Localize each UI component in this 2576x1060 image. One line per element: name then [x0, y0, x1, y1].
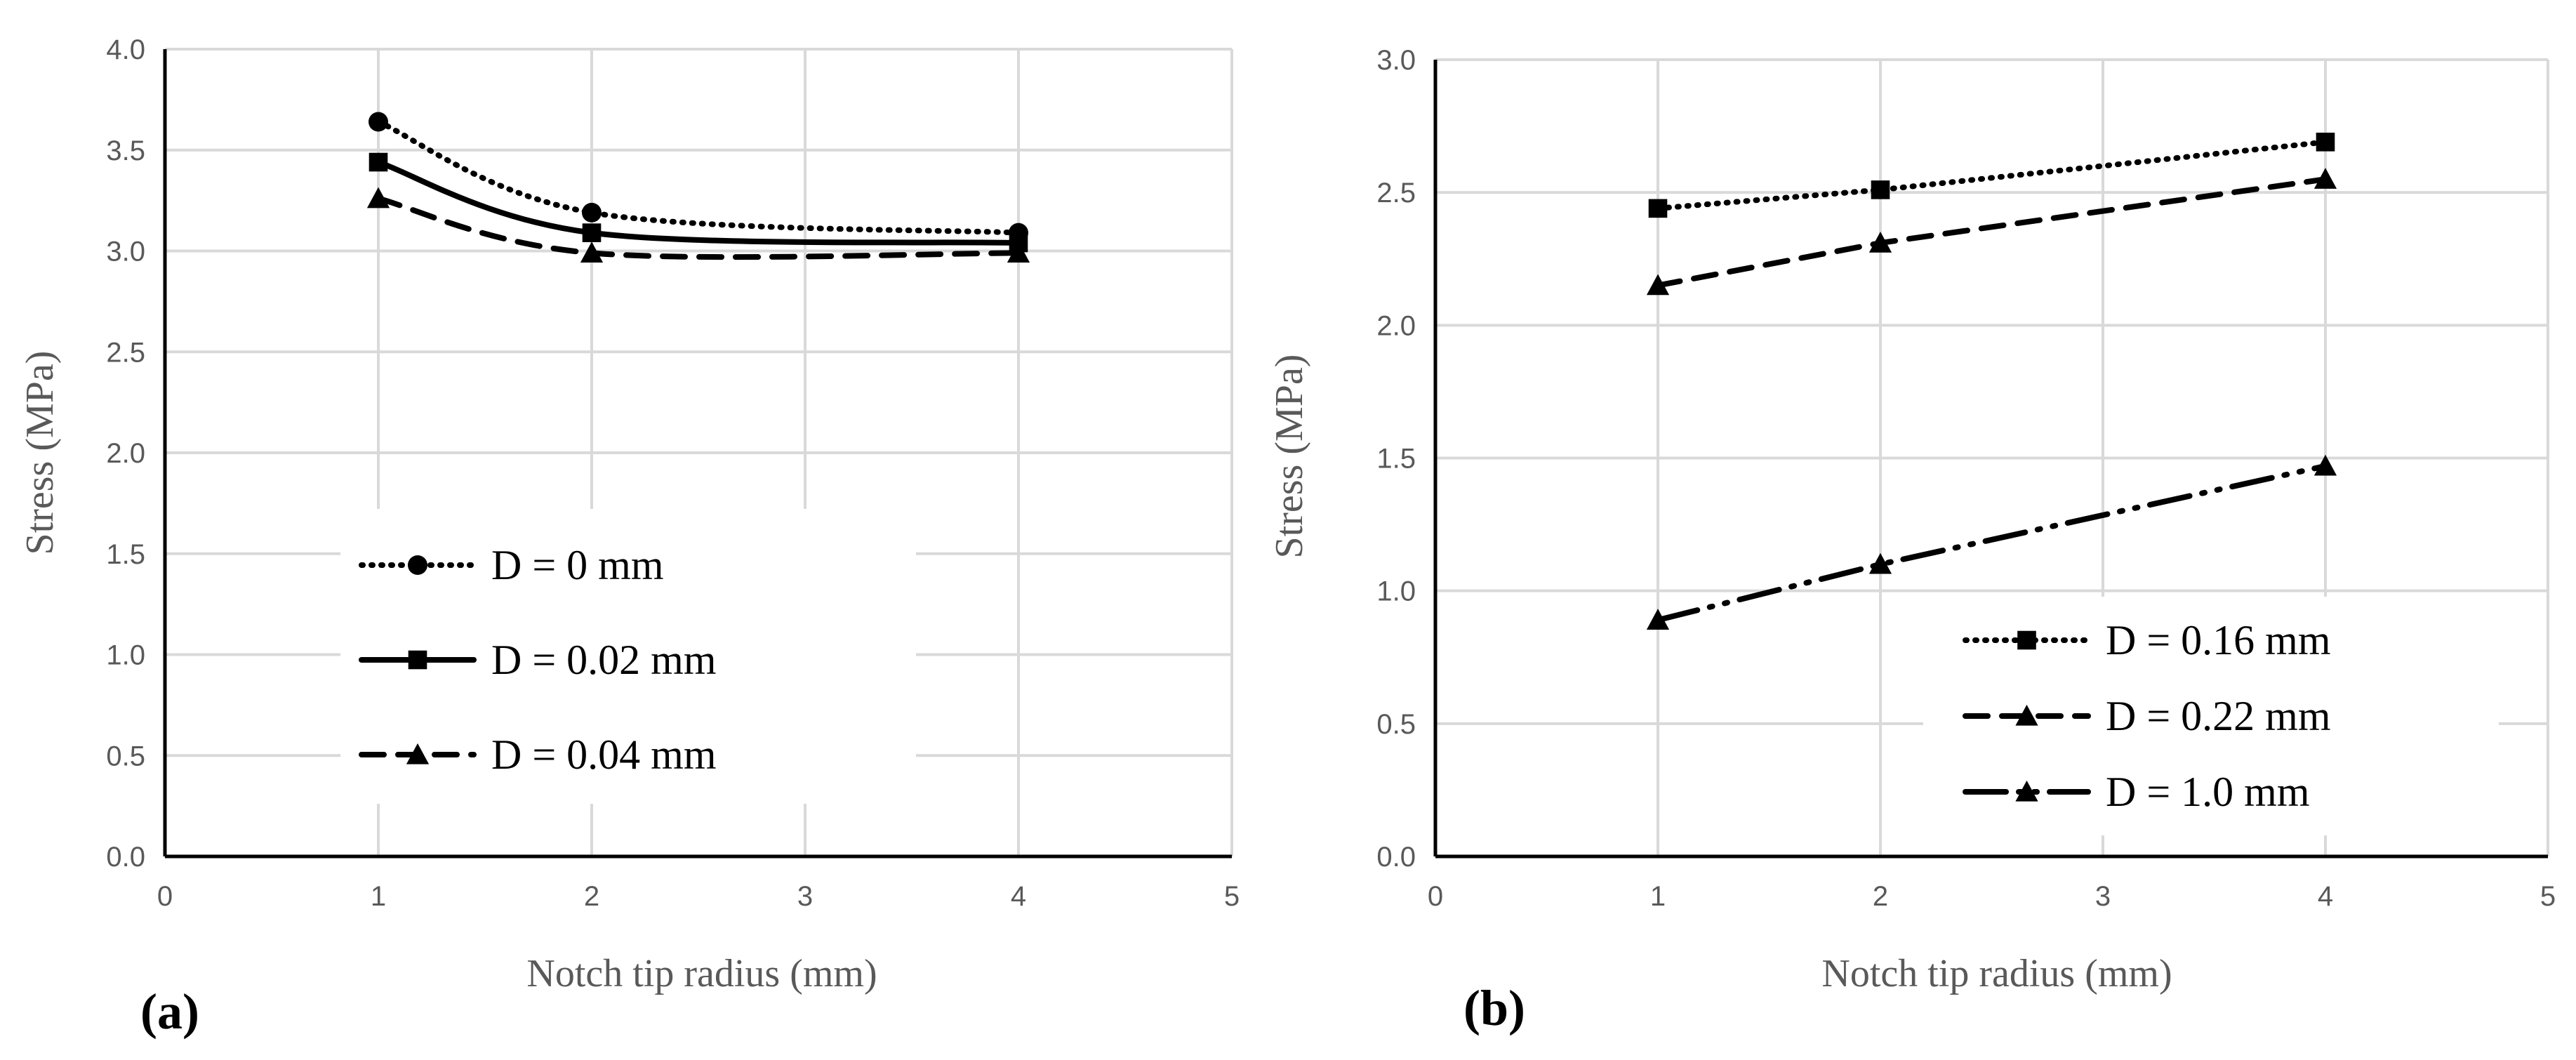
- data-point-marker: [582, 202, 602, 223]
- panel-label: (b): [1463, 980, 1525, 1036]
- y-tick-label: 2.5: [106, 337, 145, 368]
- x-tick-label: 0: [157, 881, 173, 912]
- data-point-marker: [369, 152, 388, 172]
- chart-panel-b: 0.0 0.5 1.0 1.5 2.0 2.5 3.0 0 1 2 3 4 5 Notch tip rad…: [1268, 45, 2556, 1036]
- y-tick-label: 2.5: [1376, 178, 1416, 208]
- x-tick-label: 5: [1224, 881, 1240, 912]
- series-line-3: [376, 195, 1021, 260]
- data-point-marker: [2313, 168, 2337, 189]
- legend-marker: [406, 743, 430, 764]
- legend-marker: [2017, 630, 2036, 650]
- data-point-marker: [1871, 180, 1890, 199]
- legend-label: D = 0.16 mm: [2106, 617, 2331, 663]
- y-axis-title: Stress (MPa): [1268, 355, 1311, 559]
- y-tick-label: 3.0: [106, 237, 145, 267]
- x-tick-label: 3: [2095, 881, 2111, 912]
- legend-label: D = 0 mm: [491, 542, 664, 588]
- legend-label: D = 0.22 mm: [2106, 693, 2331, 739]
- data-point-marker: [582, 223, 602, 242]
- x-tick-label: 2: [1873, 881, 1888, 912]
- y-tick-label: 2.0: [1376, 310, 1416, 341]
- data-point-marker: [1648, 199, 1668, 218]
- x-axis-title: Notch tip radius (mm): [526, 952, 877, 995]
- x-tick-label: 2: [584, 881, 599, 912]
- y-tick-label: 0.0: [106, 842, 145, 873]
- x-tick-label: 1: [1650, 881, 1666, 912]
- series-line-1: [376, 119, 1021, 236]
- legend-marker: [408, 650, 427, 670]
- x-tick-label: 4: [2318, 881, 2333, 912]
- x-tick-label: 4: [1011, 881, 1026, 912]
- legend-marker: [2015, 780, 2038, 802]
- legend-marker: [2015, 704, 2038, 726]
- y-tick-label: 1.0: [1376, 576, 1416, 607]
- x-tick-label: 5: [2540, 881, 2556, 912]
- data-point-marker: [369, 112, 388, 132]
- panel-label: (a): [140, 983, 199, 1040]
- chart-panel-a: 0.0 0.5 1.0 1.5 2.0 2.5 3.0 3.5 4.0 0 1 2 3 4 5 Notch t…: [18, 34, 1240, 1040]
- legend: D = 0.16 mm D = 0.22 mm D = 1.0 mm: [1923, 597, 2499, 835]
- x-tick-label: 3: [797, 881, 813, 912]
- y-tick-label: 3.0: [1376, 45, 1416, 76]
- y-tick-label: 1.0: [106, 640, 145, 671]
- y-tick-label: 1.5: [106, 539, 145, 570]
- y-tick-label: 4.0: [106, 34, 145, 65]
- series-line-1: [1655, 139, 2328, 211]
- y-tick-label: 1.5: [1376, 444, 1416, 475]
- y-tick-label: 0.0: [1376, 842, 1416, 873]
- series-line-3: [1655, 463, 2328, 623]
- x-tick-label: 0: [1428, 881, 1443, 912]
- legend-label: D = 0.04 mm: [491, 731, 717, 778]
- y-tick-label: 0.5: [106, 741, 145, 771]
- y-tick-label: 0.5: [1376, 709, 1416, 740]
- x-tick-label: 1: [371, 881, 386, 912]
- legend-label: D = 0.02 mm: [491, 637, 717, 683]
- legend-label: D = 1.0 mm: [2106, 769, 2310, 815]
- data-point-marker: [1007, 241, 1030, 263]
- data-point-marker: [1646, 609, 1670, 630]
- data-point-marker: [366, 187, 390, 208]
- data-point-marker: [2316, 132, 2335, 152]
- data-point-marker: [1868, 552, 1892, 574]
- x-axis-title: Notch tip radius (mm): [1821, 952, 2172, 995]
- data-point-marker: [2313, 454, 2337, 476]
- legend: D = 0 mm D = 0.02 mm D = 0.04 mm: [340, 509, 916, 804]
- y-axis-title: Stress (MPa): [18, 351, 62, 555]
- data-point-marker: [1646, 274, 1670, 296]
- y-tick-label: 3.5: [106, 135, 145, 166]
- data-point-marker: [580, 241, 604, 263]
- series-line-2: [1655, 176, 2328, 289]
- data-point-marker: [1868, 231, 1892, 253]
- legend-marker: [408, 555, 427, 575]
- series-line-2: [376, 159, 1021, 246]
- y-tick-label: 2.0: [106, 438, 145, 469]
